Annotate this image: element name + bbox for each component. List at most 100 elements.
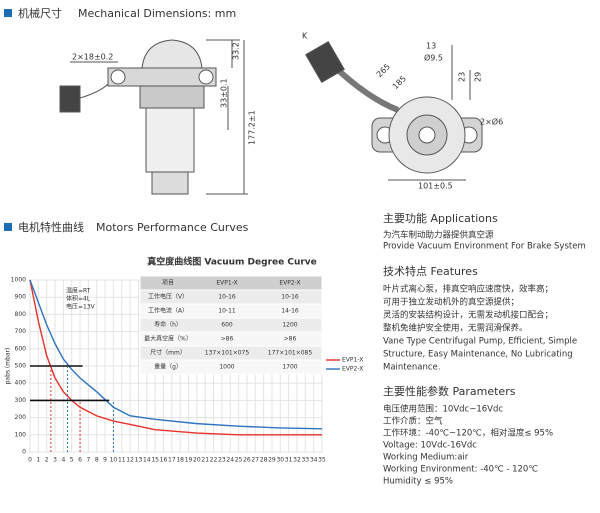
x-tick-label: 35	[318, 457, 326, 464]
section-marker	[4, 223, 12, 231]
y-tick-label: 500	[15, 363, 27, 370]
block-line: 可用于独立发动机外的真空源提供；	[383, 297, 519, 308]
x-tick-label: 20	[193, 457, 201, 464]
block-title: 主要功能 Applications	[383, 211, 498, 225]
chart-title: 真空度曲线图 Vacuum Degree Curve	[147, 256, 317, 268]
block-line: 叶片式离心泵，排真空响应速度快，效率高；	[383, 284, 553, 295]
table-cell: 1200	[282, 322, 297, 329]
x-tick-label: 7	[86, 457, 90, 464]
front-view-drawing	[305, 40, 483, 181]
dimension-label: 2×18±0.2	[72, 53, 113, 62]
x-tick-label: 4	[61, 457, 65, 464]
section-title: 机械尺寸	[18, 6, 62, 20]
block-line: Provide Vacuum Environment For Brake Sys…	[383, 242, 586, 252]
x-tick-label: 17	[168, 457, 176, 464]
legend-label: EVP2-X	[342, 366, 363, 373]
block-line: 工作介质：空气	[383, 416, 443, 427]
table-cell: 137×101×075	[205, 350, 250, 357]
table-cell: EVP1-X	[216, 280, 237, 287]
x-tick-label: 5	[70, 457, 74, 464]
dimension-label: 185	[391, 74, 408, 91]
y-tick-label: 1000	[11, 277, 26, 284]
x-tick-label: 32	[293, 457, 301, 464]
dimension-label: 265	[375, 62, 392, 79]
table-cell: 1000	[219, 364, 234, 371]
x-tick-label: 9	[103, 457, 107, 464]
dimension-label: 23	[458, 72, 467, 82]
table-cell: 工作电流（A）	[148, 307, 188, 315]
dimension-label: 101±0.5	[418, 182, 453, 191]
y-tick-label: 200	[15, 414, 27, 421]
y-axis-label: pabs (mbar)	[5, 348, 12, 385]
table-row	[139, 359, 323, 375]
x-tick-label: 14	[143, 457, 151, 464]
y-tick-label: 0	[22, 449, 26, 456]
x-tick-label: 23	[218, 457, 226, 464]
dimension-label: 33±0.1	[220, 78, 229, 108]
series-line	[29, 279, 322, 436]
table-cell: EVP2-X	[279, 280, 300, 287]
table-cell: 177×101×085	[268, 350, 313, 357]
block-line: Working Environment: -40℃ - 120℃	[383, 465, 538, 475]
dimension-label: 2×Ø6	[480, 117, 503, 127]
block-line: 为汽车制动助力器提供真空源	[383, 230, 494, 241]
x-tick-label: 19	[185, 457, 193, 464]
dimension-label: 29	[474, 72, 483, 82]
block-line: Working Medium:air	[383, 453, 469, 463]
x-tick-label: 10	[110, 457, 118, 464]
block-line: 电压使用范围：10Vdc~16Vdc	[383, 404, 503, 415]
x-tick-label: 27	[251, 457, 259, 464]
x-tick-label: 25	[235, 457, 243, 464]
x-tick-label: 12	[126, 457, 134, 464]
side-view-drawing	[59, 39, 248, 195]
block-title: 技术特点 Features	[383, 264, 478, 278]
x-tick-label: 13	[135, 457, 143, 464]
y-tick-label: 400	[15, 380, 27, 387]
x-tick-label: 11	[118, 457, 126, 464]
table-cell: >86	[284, 336, 297, 343]
series-line	[29, 279, 323, 430]
table-cell: 工作电压（V）	[148, 293, 188, 301]
block-line: 整机免维护安全使用，无需润滑保养。	[383, 323, 528, 334]
block-title: 主要性能参数 Parameters	[383, 384, 516, 398]
x-tick-label: 22	[210, 457, 218, 464]
dimension-label: 13	[426, 42, 436, 51]
table-cell: 项目	[162, 280, 174, 287]
x-tick-label: 31	[285, 457, 293, 464]
y-tick-label: 600	[15, 345, 27, 352]
y-tick-label: 300	[15, 397, 27, 404]
y-tick-label: 100	[15, 431, 27, 438]
x-tick-label: 1	[36, 457, 40, 464]
dimension-label: K	[302, 32, 308, 41]
table-cell: >86	[221, 336, 234, 343]
section-title: Motors Performance Curves	[96, 221, 249, 234]
chart-note: 温度=RT	[66, 287, 91, 295]
x-tick-label: 16	[160, 457, 168, 464]
x-tick-label: 3	[53, 457, 57, 464]
x-tick-label: 21	[201, 457, 209, 464]
block-line: 工作环境：-40℃~120℃，相对湿度≤ 95%	[383, 428, 553, 439]
dimension-label: Ø9.5	[424, 53, 443, 63]
block-line: Voltage: 10Vdc-16Vdc	[383, 441, 477, 451]
section-title: 电机特性曲线	[18, 220, 84, 234]
table-cell: 最大真空度（%）	[144, 335, 192, 343]
x-tick-label: 24	[226, 457, 234, 464]
block-line: Vane Type Centrifugal Pump, Efficient, S…	[383, 337, 577, 347]
x-tick-label: 2	[45, 457, 49, 464]
x-tick-label: 6	[78, 457, 82, 464]
x-tick-label: 18	[176, 457, 184, 464]
x-tick-label: 15	[151, 457, 159, 464]
table-cell: 10-11	[218, 308, 236, 315]
x-tick-label: 8	[95, 457, 99, 464]
table-cell: 14-16	[281, 308, 299, 315]
chart-note: 体积=4L	[66, 295, 91, 303]
y-tick-label: 900	[15, 294, 27, 301]
table-cell: 10-16	[281, 294, 299, 301]
section-marker	[4, 9, 12, 17]
table-cell: 重量（g）	[154, 363, 182, 371]
table-cell: 10-16	[218, 294, 236, 301]
section-title: Mechanical Dimensions: mm	[78, 7, 236, 20]
y-tick-label: 800	[15, 311, 27, 318]
